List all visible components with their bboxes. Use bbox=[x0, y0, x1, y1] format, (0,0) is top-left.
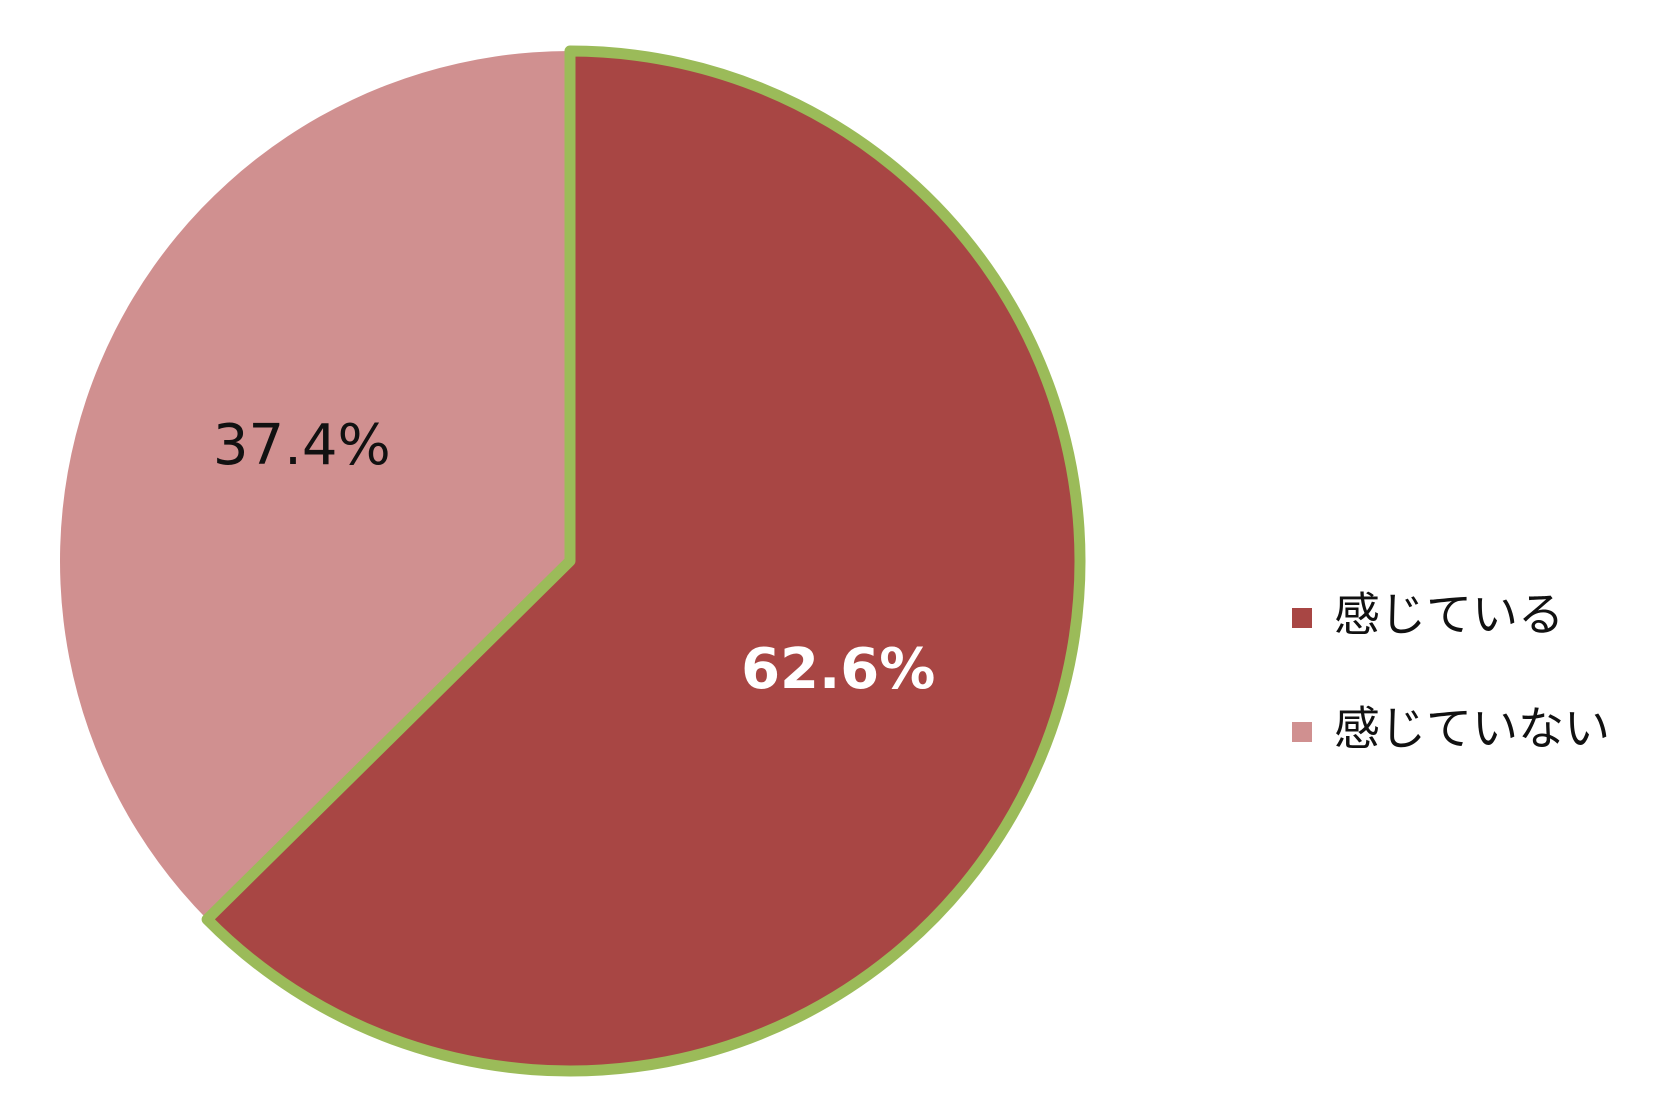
legend-swatch bbox=[1292, 722, 1312, 742]
legend-label: 感じていない bbox=[1334, 702, 1610, 756]
legend-swatch bbox=[1292, 608, 1312, 628]
legend-label: 感じている bbox=[1334, 588, 1564, 642]
pie-slice bbox=[59, 51, 570, 920]
data-label: 37.4% bbox=[213, 413, 391, 478]
data-label: 62.6% bbox=[741, 637, 935, 702]
pie-slice bbox=[201, 45, 1086, 1077]
